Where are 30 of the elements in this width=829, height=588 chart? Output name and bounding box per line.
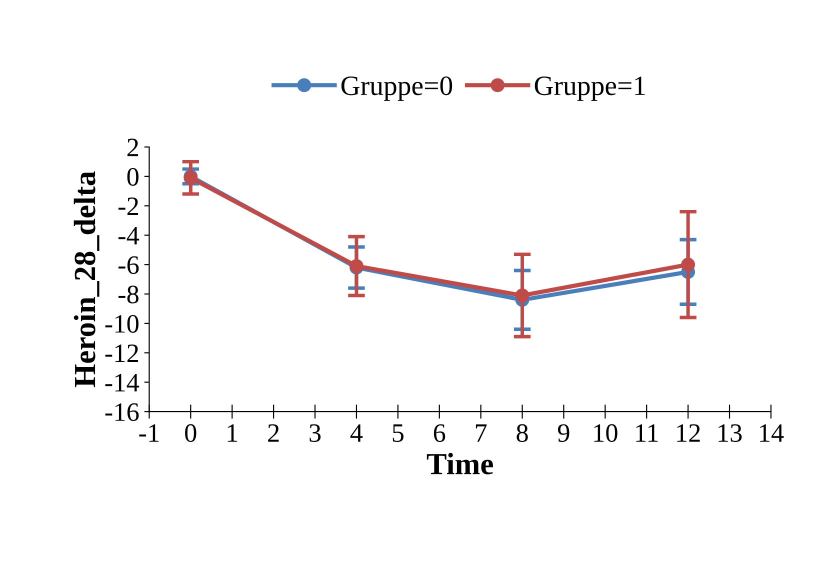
x-tick-label: 0 <box>185 424 196 442</box>
y-tick-label: 2 <box>127 138 138 156</box>
x-tick-label: 4 <box>350 424 363 442</box>
y-tick-label: -12 <box>105 344 138 362</box>
x-tick-label: -1 <box>139 424 159 442</box>
x-tick-label: 10 <box>594 424 618 442</box>
legend-label: Gruppe=0 <box>341 76 452 101</box>
y-tick-label: -6 <box>118 256 139 274</box>
y-tick-label: -10 <box>105 315 138 333</box>
y-tick-label: -8 <box>118 286 138 304</box>
x-tick-label: 13 <box>718 424 742 442</box>
x-tick-label: 1 <box>228 424 238 442</box>
y-tick-label: -2 <box>118 197 138 215</box>
x-tick-label: 2 <box>268 424 279 442</box>
x-tick-label: 7 <box>476 424 487 442</box>
x-tick-label: 14 <box>760 424 784 442</box>
x-tick-label: 3 <box>310 424 321 442</box>
legend-label: Gruppe=1 <box>534 76 645 101</box>
x-tick-label: 9 <box>558 424 570 442</box>
x-tick-label: 11 <box>636 424 658 442</box>
y-tick-label: 0 <box>127 168 138 186</box>
x-tick-label: 8 <box>516 424 528 442</box>
x-tick-label: 6 <box>434 424 446 442</box>
y-tick-label: -4 <box>118 226 140 244</box>
x-tick-label: 5 <box>392 424 404 442</box>
y-tick-label: -14 <box>105 374 140 392</box>
y-tick-label: -16 <box>105 403 139 422</box>
y-axis-title: Heroin_28_delta <box>74 171 100 388</box>
x-tick-label: 12 <box>677 424 700 442</box>
x-axis-title: Time <box>426 452 493 474</box>
